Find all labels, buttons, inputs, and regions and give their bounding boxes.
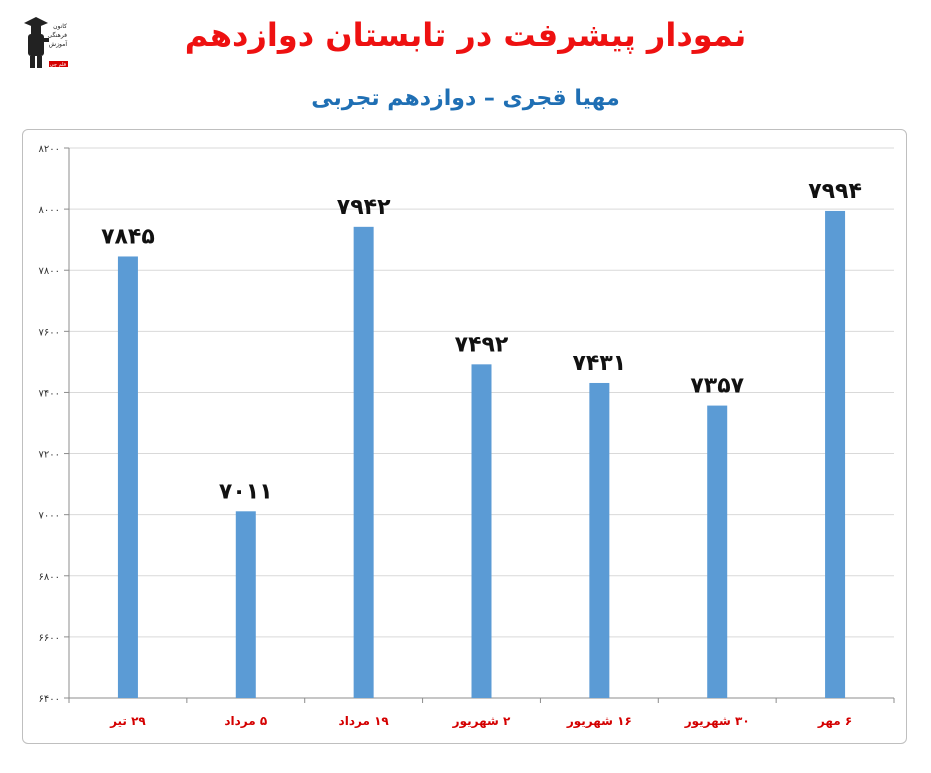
bar <box>117 256 138 698</box>
bar <box>471 364 492 698</box>
page-title: نمودار پیشرفت در تابستان دوازدهم <box>184 16 747 54</box>
category-label: ۱۶ شهریور <box>566 714 632 729</box>
category-label: ۱۹ مرداد <box>339 714 390 728</box>
y-tick-label: ۷۸۰۰ <box>39 266 60 277</box>
category-label: ۵ مرداد <box>224 714 267 728</box>
category-label: ۶ مهر <box>817 714 852 728</box>
bar <box>825 210 846 698</box>
y-tick-label: ۷۲۰۰ <box>39 450 60 461</box>
category-label: ۲۹ تیر <box>109 714 146 728</box>
category-label: ۳۰ شهریور <box>684 714 750 729</box>
data-label: ۷۹۴۲ <box>337 195 391 220</box>
logo-badge: قلم چی <box>50 62 67 68</box>
bar <box>353 226 374 699</box>
page-subtitle: مهیا قجری – دوازدهم تجربی <box>311 86 620 111</box>
y-axis-ticks: ۶۴۰۰ ۶۶۰۰ ۶۸۰۰ ۷۰۰۰ ۷۲۰۰ ۷۴۰۰ ۷۶۰۰ ۷۸۰۰ ۸۰۰۰ ۸۲۰۰ <box>39 144 60 705</box>
y-tick-label: ۶۴۰۰ <box>39 694 60 705</box>
data-label: ۷۹۹۴ <box>808 179 862 204</box>
logo-line3: آموزش <box>49 39 68 48</box>
data-label: ۷۴۳۱ <box>572 351 626 376</box>
chart-frame <box>22 129 907 744</box>
logo-line1: کانون <box>53 23 67 30</box>
bar <box>707 405 728 698</box>
y-tick-label: ۶۸۰۰ <box>39 572 60 583</box>
bars <box>117 210 846 699</box>
category-label: ۲ شهریور <box>452 714 511 729</box>
y-tick-label: ۸۰۰۰ <box>39 205 60 216</box>
data-label: ۷۴۹۲ <box>455 332 509 357</box>
logo-line2: فرهنگی <box>48 31 68 39</box>
bar <box>589 382 610 698</box>
data-labels: ۷۸۴۵ ۷۰۱۱ ۷۹۴۲ ۷۴۹۲ ۷۴۳۱ ۷۳۵۷ ۷۹۹۴ <box>101 179 862 504</box>
data-label: ۷۰۱۱ <box>219 479 273 504</box>
y-tick-label: ۷۴۰۰ <box>39 388 60 399</box>
data-label: ۷۸۴۵ <box>101 224 155 249</box>
graduate-logo-icon: کانون فرهنگی آموزش قلم چی <box>24 17 68 68</box>
logo: کانون فرهنگی آموزش قلم چی <box>22 14 70 72</box>
y-tick-label: ۸۲۰۰ <box>39 144 60 155</box>
category-labels: ۲۹ تیر ۵ مرداد ۱۹ مرداد ۲ شهریور ۱۶ شهریور ۳۰… <box>109 714 852 729</box>
data-label: ۷۳۵۷ <box>690 374 744 399</box>
y-tick-label: ۷۰۰۰ <box>39 511 60 522</box>
y-tick-label: ۷۶۰۰ <box>39 327 60 338</box>
y-tick-label: ۶۶۰۰ <box>39 633 60 644</box>
bar <box>235 511 256 698</box>
